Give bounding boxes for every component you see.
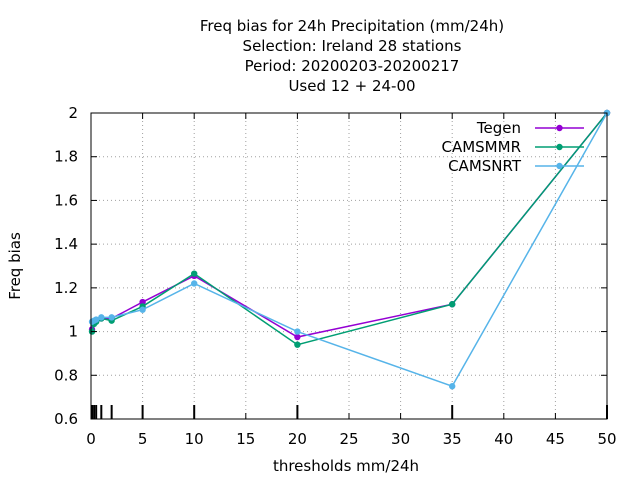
data-point-camsnrt: [98, 314, 104, 320]
x-tick-label: 15: [236, 430, 255, 448]
data-point-camsnrt: [139, 307, 145, 313]
chart-title: Freq bias for 24h Precipitation (mm/24h)…: [200, 17, 504, 95]
data-point-tegen: [294, 334, 300, 340]
x-tick-label: 30: [391, 430, 410, 448]
series-line-tegen: [92, 113, 607, 337]
title-line-4: Used 12 + 24-00: [288, 77, 415, 95]
x-tick-label: 0: [86, 430, 96, 448]
x-axis-label: thresholds mm/24h: [273, 457, 419, 475]
x-axis-ticks: 0 5 10 15 20 25 30 35 40 45 50: [86, 113, 616, 448]
legend-marker-camsmmr: [556, 144, 562, 150]
legend-label-camsnrt: CAMSNRT: [448, 157, 522, 175]
title-line-3: Period: 20200203-20200217: [245, 57, 460, 75]
legend-marker-camsnrt: [556, 163, 562, 169]
y-axis-label: Freq bias: [6, 232, 24, 300]
y-tick-label: 0.8: [54, 366, 78, 384]
data-point-camsnrt: [191, 280, 197, 286]
data-point-camsnrt: [449, 383, 455, 389]
y-tick-label: 1.8: [54, 148, 78, 166]
series-tegen: [89, 110, 610, 340]
series-camsnrt: [89, 110, 610, 390]
y-axis-ticks: 0.6 0.8 1 1.2 1.4 1.6 1.8 2: [54, 104, 607, 428]
y-tick-label: 0.6: [54, 410, 78, 428]
data-point-camsmmr: [294, 341, 300, 347]
y-tick-label: 1.4: [54, 235, 78, 253]
legend-label-camsmmr: CAMSMMR: [441, 138, 521, 156]
x-tick-label: 35: [443, 430, 462, 448]
legend-marker-tegen: [556, 125, 562, 131]
data-point-camsmmr: [449, 301, 455, 307]
y-tick-label: 1.6: [54, 191, 78, 209]
title-line-1: Freq bias for 24h Precipitation (mm/24h): [200, 17, 504, 35]
y-tick-label: 1.2: [54, 279, 78, 297]
series-line-camsnrt: [92, 113, 607, 386]
series-camsmmr: [89, 110, 610, 348]
x-tick-label: 45: [546, 430, 565, 448]
data-point-camsnrt: [294, 328, 300, 334]
x-tick-label: 10: [185, 430, 204, 448]
x-tick-label: 50: [597, 430, 616, 448]
x-tick-label: 25: [339, 430, 358, 448]
y-tick-label: 2: [68, 104, 78, 122]
x-tick-label: 20: [288, 430, 307, 448]
threshold-markers: [92, 405, 607, 419]
title-line-2: Selection: Ireland 28 stations: [243, 37, 462, 55]
data-point-camsnrt: [108, 314, 114, 320]
y-tick-label: 1: [68, 323, 78, 341]
legend-label-tegen: Tegen: [476, 119, 521, 137]
grid: [91, 113, 607, 419]
series-line-camsmmr: [92, 113, 607, 345]
series: [89, 110, 610, 390]
x-tick-label: 5: [138, 430, 148, 448]
data-point-camsmmr: [191, 270, 197, 276]
x-tick-label: 40: [494, 430, 513, 448]
